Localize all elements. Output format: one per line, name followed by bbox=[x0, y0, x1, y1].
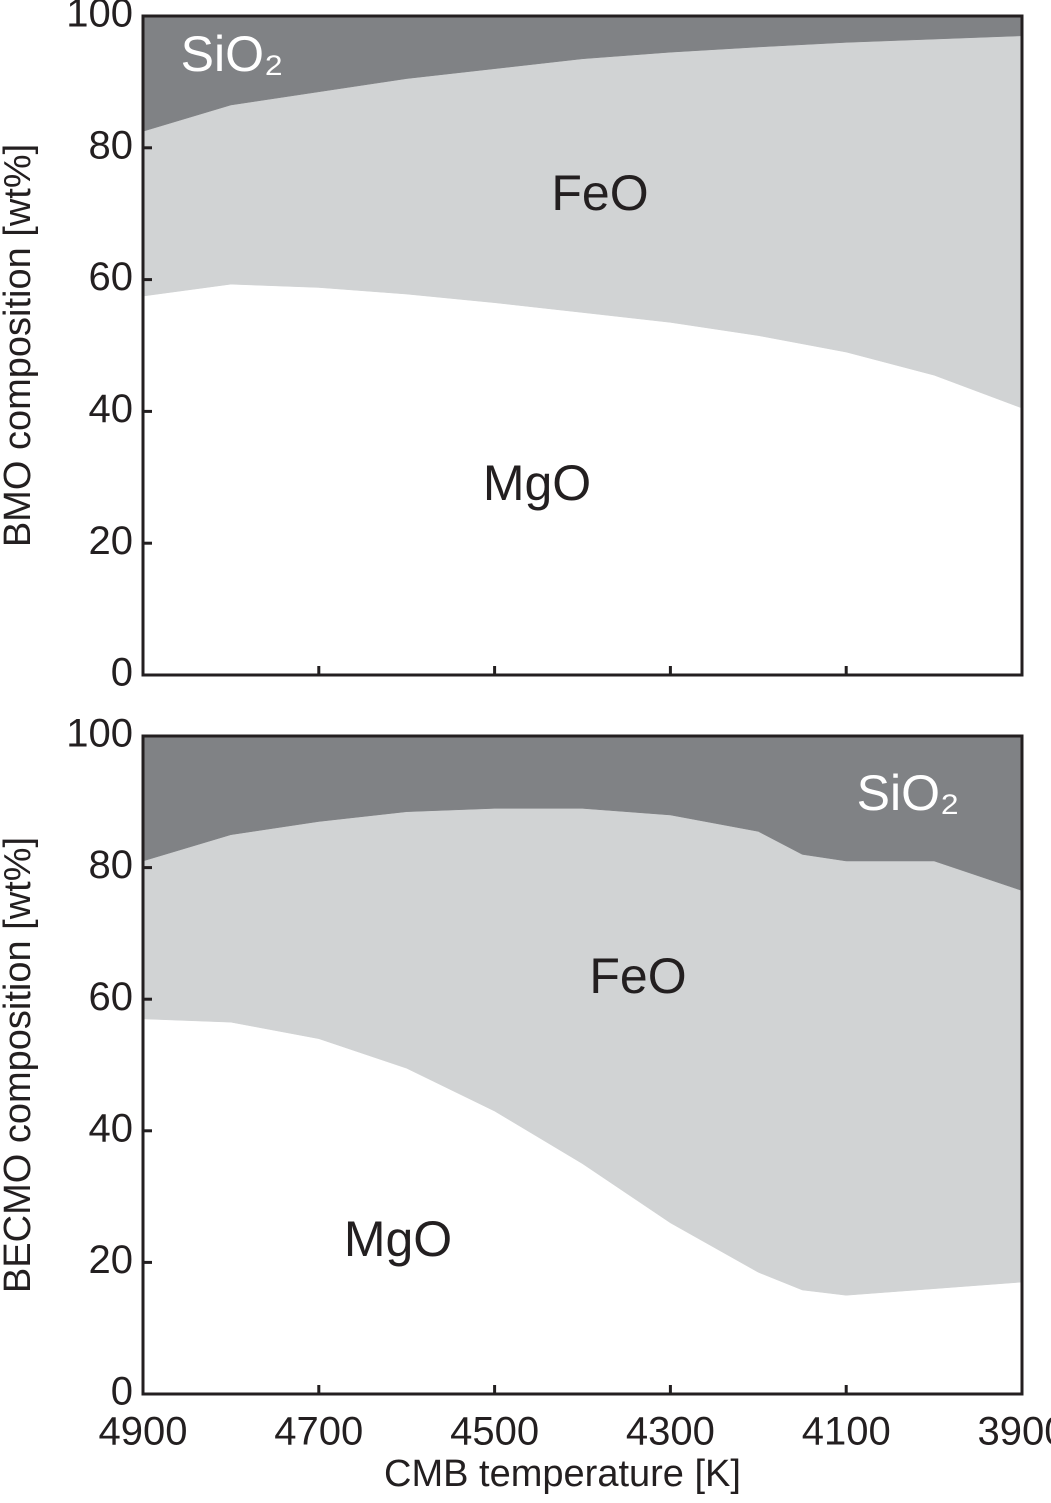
y-tick-label: 100 bbox=[66, 712, 133, 756]
x-tick-label: 4500 bbox=[450, 1410, 539, 1454]
y-tick-label: 40 bbox=[89, 1106, 134, 1150]
area-label: SiO₂ bbox=[181, 26, 284, 82]
x-axis-label: CMB temperature [K] bbox=[384, 1453, 741, 1495]
area-label: MgO bbox=[344, 1211, 452, 1267]
x-tick-label: 3900 bbox=[978, 1410, 1051, 1454]
y-tick-label: 80 bbox=[89, 843, 134, 887]
y-tick-label: 60 bbox=[89, 975, 134, 1019]
y-tick-label: 60 bbox=[89, 255, 134, 299]
x-tick-label: 4100 bbox=[802, 1410, 891, 1454]
area-label: MgO bbox=[483, 455, 591, 511]
x-tick-label: 4300 bbox=[626, 1410, 715, 1454]
y-tick-label: 0 bbox=[111, 651, 133, 695]
y-tick-label: 20 bbox=[89, 1238, 134, 1282]
y-tick-label: 20 bbox=[89, 519, 134, 563]
area-label: FeO bbox=[551, 165, 648, 221]
area-label: FeO bbox=[589, 948, 686, 1004]
y-axis-label: BECMO composition [wt%] bbox=[0, 837, 39, 1293]
y-tick-label: 80 bbox=[89, 123, 134, 167]
y-tick-label: 40 bbox=[89, 387, 134, 431]
x-tick-label: 4700 bbox=[274, 1410, 363, 1454]
y-tick-label: 0 bbox=[111, 1370, 133, 1414]
area-label: SiO₂ bbox=[857, 765, 960, 821]
y-axis-label: BMO composition [wt%] bbox=[0, 144, 39, 547]
x-tick-label: 4900 bbox=[99, 1410, 188, 1454]
plot-frame bbox=[141, 734, 1024, 1396]
plot-frame bbox=[141, 14, 1024, 677]
y-tick-label: 100 bbox=[66, 0, 133, 36]
